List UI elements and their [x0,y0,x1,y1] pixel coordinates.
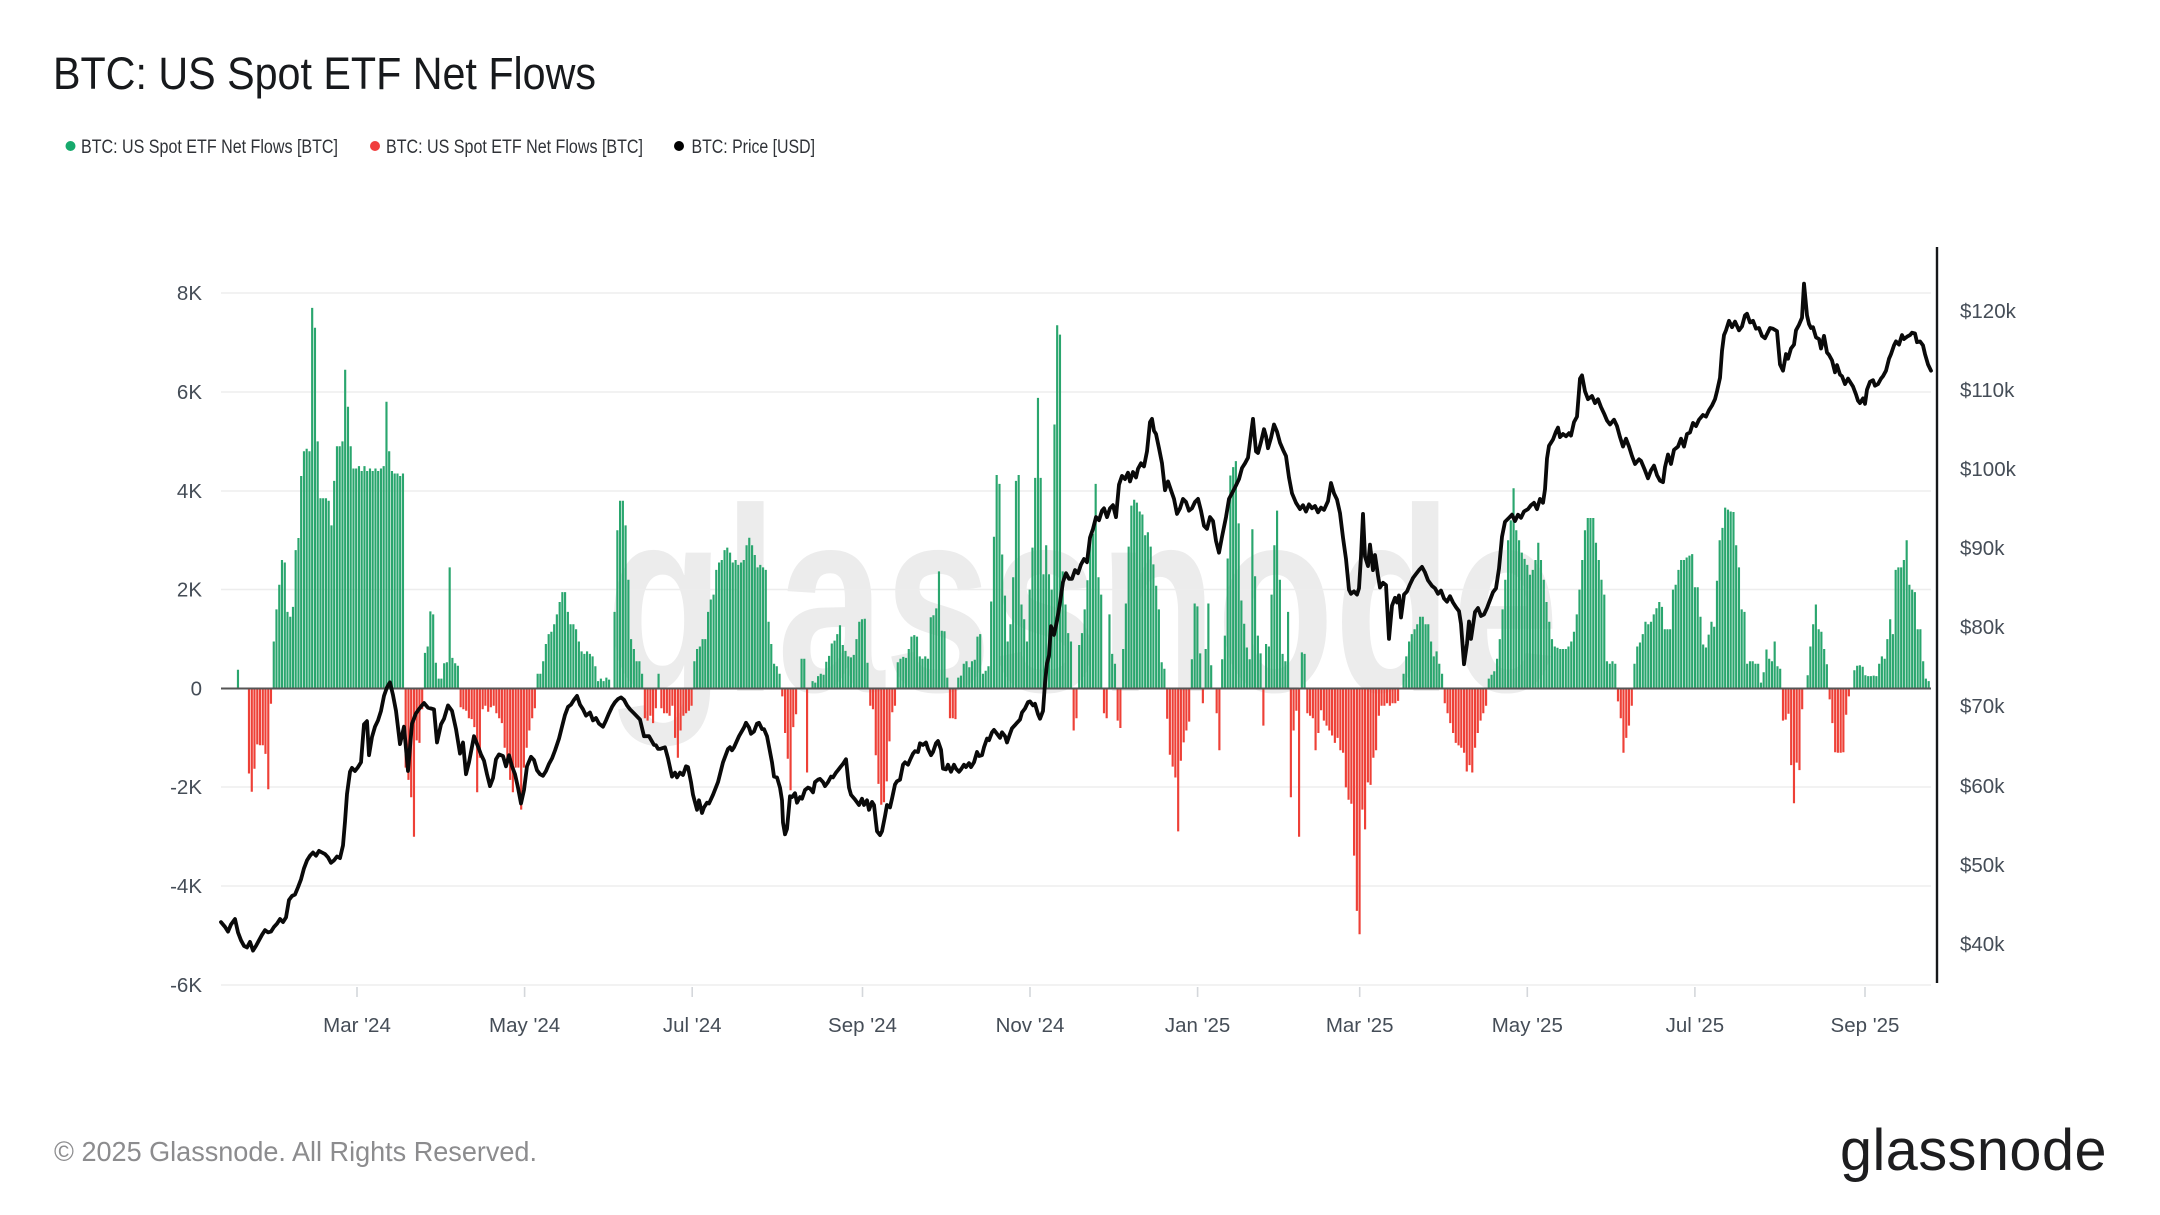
svg-text:© 2025 Glassnode. All Rights R: © 2025 Glassnode. All Rights Reserved. [54,1136,537,1167]
svg-text:$40k: $40k [1960,933,2005,956]
svg-text:May '25: May '25 [1492,1014,1563,1037]
svg-text:BTC: US Spot ETF Net Flows: BTC: US Spot ETF Net Flows [53,48,596,99]
svg-text:BTC: US Spot ETF Net Flows [BT: BTC: US Spot ETF Net Flows [BTC] [386,137,643,158]
svg-text:BTC: US Spot ETF Net Flows [BT: BTC: US Spot ETF Net Flows [BTC] [81,137,338,158]
svg-text:May '24: May '24 [489,1014,560,1037]
svg-text:6K: 6K [177,381,202,404]
svg-text:-2K: -2K [170,776,202,799]
svg-text:$50k: $50k [1960,854,2005,877]
svg-text:Sep '24: Sep '24 [828,1014,897,1037]
svg-text:-4K: -4K [170,875,202,898]
svg-text:Mar '25: Mar '25 [1326,1014,1394,1037]
svg-text:$60k: $60k [1960,775,2005,798]
svg-text:-6K: -6K [170,974,202,997]
svg-text:4K: 4K [177,480,202,503]
svg-text:$120k: $120k [1960,300,2017,323]
svg-text:0: 0 [191,678,202,701]
svg-text:Sep '25: Sep '25 [1831,1014,1900,1037]
svg-text:$90k: $90k [1960,537,2005,560]
svg-text:glassnode: glassnode [1840,1118,2107,1183]
svg-text:Mar '24: Mar '24 [323,1014,391,1037]
svg-text:Jul '24: Jul '24 [663,1014,722,1037]
svg-text:$100k: $100k [1960,458,2017,481]
svg-text:$70k: $70k [1960,695,2005,718]
svg-text:8K: 8K [177,282,202,305]
svg-text:2K: 2K [177,579,202,602]
svg-text:$110k: $110k [1960,379,2015,402]
svg-text:Jan '25: Jan '25 [1165,1014,1230,1037]
svg-text:BTC: Price [USD]: BTC: Price [USD] [692,137,816,158]
svg-text:Nov '24: Nov '24 [996,1014,1065,1037]
svg-text:Jul '25: Jul '25 [1666,1014,1725,1037]
svg-text:$80k: $80k [1960,616,2005,639]
